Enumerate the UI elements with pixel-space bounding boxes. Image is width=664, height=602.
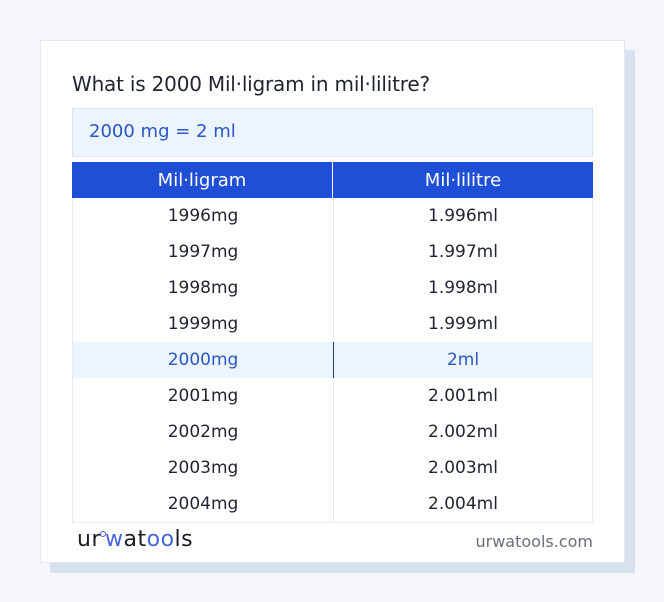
cell-milligram: 1998mg [167, 278, 239, 298]
conversion-table: Mil·ligram Mil·lilitre 1996mg 1.996ml 19… [72, 162, 593, 523]
cell-millilitre: 2.002ml [333, 414, 592, 450]
table-header: Mil·ligram Mil·lilitre [72, 162, 593, 198]
conversion-card: What is 2000 Mil·ligram in mil·lilitre? … [40, 40, 625, 563]
cell-millilitre: 1.998ml [333, 270, 592, 306]
cell-milligram: 1999mg [167, 314, 239, 334]
cell-millilitre: 2.003ml [333, 450, 592, 486]
cell-milligram: 2000mg [167, 350, 239, 370]
table-row: 2001mg 2.001ml [73, 378, 592, 414]
cell-millilitre: 2.001ml [333, 378, 592, 414]
column-header-milligram: Mil·ligram [157, 169, 247, 191]
result-text: 2000 mg = 2 ml [89, 121, 236, 142]
urwatools-logo: ur watools [77, 527, 194, 552]
cell-milligram: 2004mg [167, 494, 239, 514]
page-title: What is 2000 Mil·ligram in mil·lilitre? [72, 72, 430, 96]
table-row: 2003mg 2.003ml [73, 450, 592, 486]
cell-millilitre: 2.004ml [333, 486, 592, 522]
cell-milligram: 2003mg [167, 458, 239, 478]
table-row: 1999mg 1.999ml [73, 306, 592, 342]
column-header-millilitre: Mil·lilitre [332, 162, 593, 198]
result-box: 2000 mg = 2 ml [72, 108, 593, 157]
table-row: 2002mg 2.002ml [73, 414, 592, 450]
table-row: 1996mg 1.996ml [73, 198, 592, 234]
cell-milligram: 1996mg [167, 206, 239, 226]
cell-milligram: 2001mg [167, 386, 239, 406]
cell-milligram: 1997mg [167, 242, 239, 262]
table-body: 1996mg 1.996ml 1997mg 1.997ml 1998mg 1.9… [72, 198, 593, 523]
site-link[interactable]: urwatools.com [475, 532, 594, 551]
table-row: 1998mg 1.998ml [73, 270, 592, 306]
cell-millilitre: 1.999ml [333, 306, 592, 342]
table-row-highlighted: 2000mg 2ml [73, 342, 592, 378]
logo-dot-icon [100, 531, 106, 537]
cell-milligram: 2002mg [167, 422, 239, 442]
table-row: 2004mg 2.004ml [73, 486, 592, 522]
cell-millilitre: 1.996ml [333, 198, 592, 234]
cell-millilitre: 2ml [333, 342, 592, 378]
table-row: 1997mg 1.997ml [73, 234, 592, 270]
cell-millilitre: 1.997ml [333, 234, 592, 270]
